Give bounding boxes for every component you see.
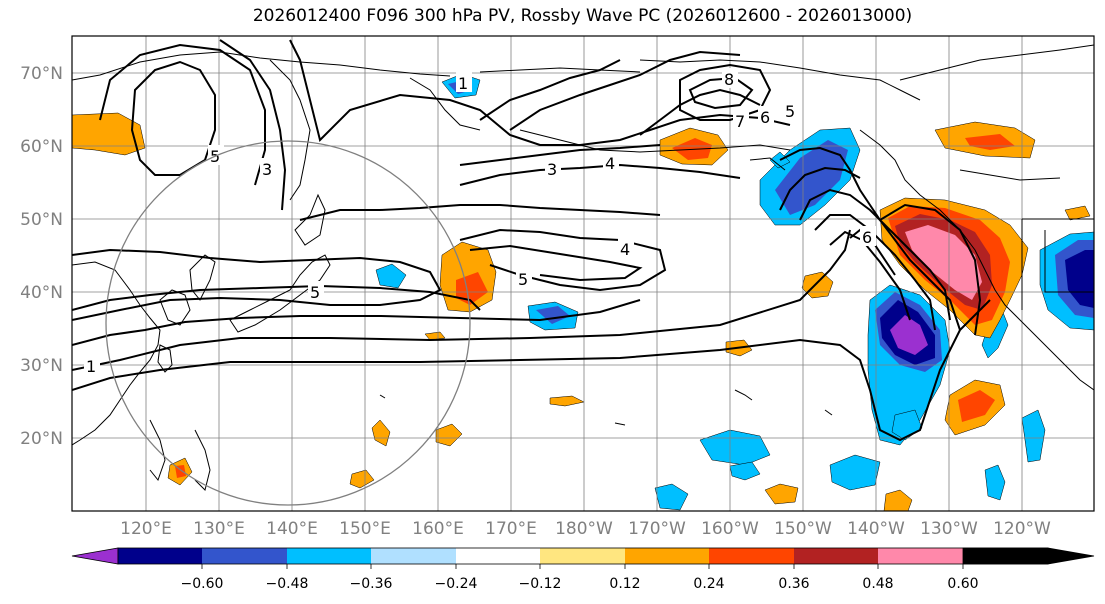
lon-label: 150°W (774, 519, 832, 539)
anomaly-blob (349, 469, 375, 489)
radius-circle (105, 140, 471, 506)
colorbar-segment (202, 548, 287, 564)
anomaly-blob (775, 140, 848, 215)
contour-label: 1 (86, 357, 96, 376)
colorbar-segment (287, 548, 371, 564)
anomaly-blob (829, 454, 881, 491)
colorbar-tick-label: −0.24 (435, 576, 478, 592)
colorbar-segment (540, 548, 625, 564)
pv-contours (72, 39, 991, 442)
lat-label: 20°N (20, 429, 63, 449)
anomaly-blob (958, 390, 995, 422)
anomaly-blob (764, 483, 799, 505)
anomaly-blob (371, 419, 391, 447)
contour-label: 6 (862, 228, 872, 247)
colorbar-tick-label: 0.24 (693, 576, 724, 592)
anomaly-blob (729, 461, 761, 481)
colorbar-segment (71, 547, 119, 565)
lon-label: 120°W (993, 519, 1051, 539)
anomaly-blob (72, 112, 146, 156)
anomaly-blob (375, 263, 407, 289)
colorbar-segment (878, 548, 963, 564)
contour-label: 6 (760, 108, 770, 127)
lon-axis: 120°E 130°E 140°E 150°E 160°E 170°E 180°… (120, 519, 1051, 539)
contour-label: 5 (518, 270, 528, 289)
colorbar-segment (794, 548, 878, 564)
lat-label: 60°N (20, 137, 63, 157)
contour-label: 4 (605, 154, 615, 173)
colorbar-tick-label: −0.60 (181, 576, 224, 592)
lon-label: 180°W (555, 519, 613, 539)
lon-label: 160°W (701, 519, 759, 539)
lat-axis: 70°N 60°N 50°N 40°N 30°N 20°N (20, 64, 63, 449)
anomaly-blob (435, 423, 463, 447)
anomaly-blob (883, 489, 913, 511)
lat-label: 50°N (20, 210, 63, 230)
lon-label: 160°E (412, 519, 464, 539)
anomaly-blob (905, 225, 982, 300)
colorbar-segment (962, 547, 1095, 565)
lon-label: 130°W (920, 519, 978, 539)
lon-label: 150°E (339, 519, 391, 539)
anomaly-blob (1021, 409, 1046, 463)
anomaly-shading (72, 73, 1094, 511)
anomaly-blob (699, 429, 771, 466)
coastlines (72, 44, 1094, 491)
lon-label: 130°E (193, 519, 245, 539)
contour-label: 3 (547, 160, 557, 179)
colorbar: −0.60 −0.48 −0.36 −0.24 −0.12 0.12 0.24 … (71, 547, 1095, 592)
colorbar-tick-label: −0.48 (266, 576, 309, 592)
lon-label: 170°E (485, 519, 537, 539)
anomaly-blob (424, 331, 446, 341)
lat-label: 30°N (20, 356, 63, 376)
gridlines (72, 36, 1094, 511)
colorbar-tick-label: 0.60 (947, 576, 978, 592)
anomaly-blob (890, 315, 928, 355)
contour-label-group: 1 3 5 3 4 7 6 5 8 4 5 5 6 1 (84, 68, 876, 376)
lon-label: 140°W (847, 519, 905, 539)
contour-label: 1 (458, 74, 468, 93)
anomaly-blob (984, 464, 1006, 501)
contour-label: 3 (262, 160, 272, 179)
anomaly-blob (536, 306, 570, 324)
contour-label: 8 (724, 70, 734, 89)
contour-label: 4 (620, 240, 630, 259)
colorbar-segment (709, 548, 794, 564)
colorbar-tick-label: −0.36 (350, 576, 393, 592)
map-title: 2026012400 F096 300 hPa PV, Rossby Wave … (252, 6, 913, 26)
lat-label: 70°N (20, 64, 63, 84)
colorbar-tick-label: 0.12 (609, 576, 640, 592)
anomaly-blob (654, 483, 689, 511)
colorbar-tick-label: 0.48 (862, 576, 893, 592)
contour-label: 5 (785, 102, 795, 121)
lat-label: 40°N (20, 283, 63, 303)
map-frame (71, 35, 1095, 512)
contour-label: 5 (310, 283, 320, 302)
colorbar-segment (625, 548, 709, 564)
lon-label: 170°W (628, 519, 686, 539)
lon-label: 120°E (120, 519, 172, 539)
colorbar-tick-label: −0.12 (519, 576, 562, 592)
anomaly-blob (1065, 250, 1094, 308)
colorbar-segment (371, 548, 456, 564)
anomaly-blob (456, 272, 488, 305)
anomaly-blob (549, 395, 585, 407)
colorbar-segment (456, 548, 540, 564)
anomaly-blob (1064, 205, 1091, 221)
colorbar-tick-label: 0.36 (778, 576, 809, 592)
colorbar-segment (118, 548, 202, 564)
contour-label: 7 (735, 112, 745, 131)
lon-label: 140°E (266, 519, 318, 539)
